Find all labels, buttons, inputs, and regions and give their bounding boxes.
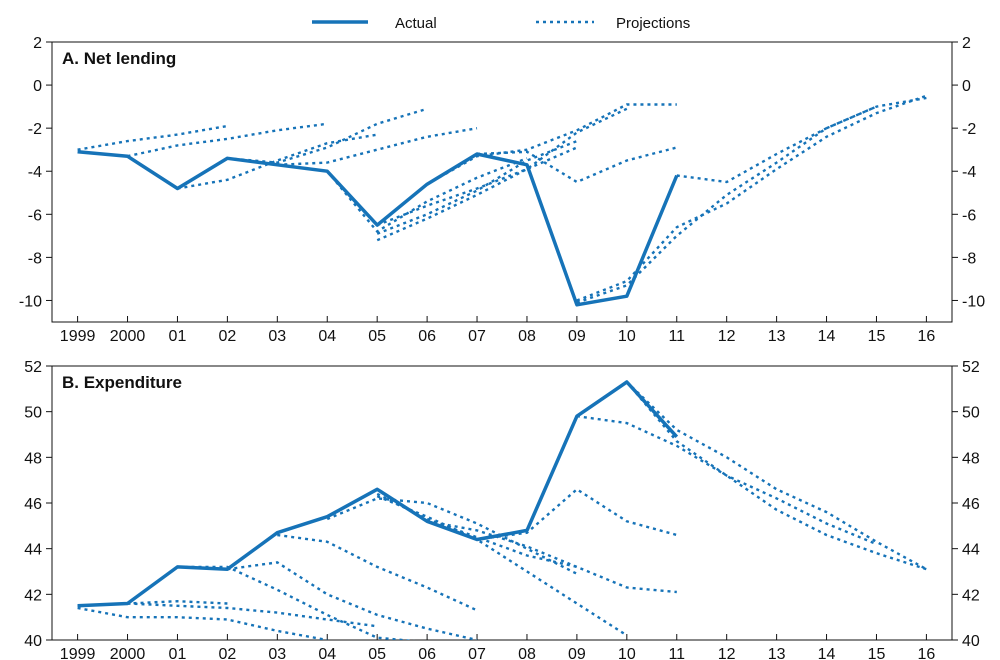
- panel-b-y-label-right-0: 52: [962, 359, 980, 376]
- panel-b-x-label-3: 02: [218, 646, 236, 660]
- panel-a-x-label-15: 14: [818, 328, 836, 345]
- panel-a-y-label-right-4: -6: [962, 207, 976, 224]
- panel-a-projection-line-6: [376, 146, 578, 227]
- panel-a-x-label-9: 08: [518, 328, 536, 345]
- panel-a-projection-line-7: [376, 139, 578, 235]
- panel-a: A. Net lending 2 2 0 0 -2 -2 -4 -4 -6 -6 -8 -8 -10 -1…: [19, 35, 985, 345]
- panel-a-projection-line-8: [376, 107, 628, 242]
- panel-b-x-label-7: 06: [418, 646, 436, 660]
- panel-a-x-label-14: 13: [768, 328, 786, 345]
- panel-a-frame: [51, 41, 953, 323]
- panel-b-x-label-16: 15: [868, 646, 886, 660]
- panel-b-y-label-right-4: 44: [962, 542, 980, 559]
- panel-b-y-label-left-1: 50: [24, 405, 42, 422]
- panel-a-y-label-right-6: -10: [962, 293, 985, 310]
- panel-a-y-label-right-1: 0: [962, 78, 971, 95]
- panel-b-x-label-10: 09: [568, 646, 586, 660]
- panel-a-x-label-11: 10: [618, 328, 636, 345]
- panel-a-x-label-7: 06: [418, 328, 436, 345]
- panel-a-y-label-left-1: 0: [33, 78, 42, 95]
- panel-a-y-label-left-3: -4: [28, 164, 42, 181]
- panel-b-projection-line-2: [77, 606, 328, 640]
- panel-b-x-label-12: 11: [668, 646, 685, 660]
- panel-b-projection-line-5: [277, 533, 478, 612]
- panel-a-x-label-6: 05: [368, 328, 386, 345]
- panel-b-y-label-left-5: 42: [24, 587, 42, 604]
- legend-actual-label: Actual: [395, 15, 437, 32]
- panel-a-x-label-1: 2000: [110, 328, 146, 345]
- panel-a-y-label-right-3: -4: [962, 164, 976, 181]
- panel-b-y-label-left-2: 48: [24, 450, 42, 467]
- panel-b-x-label-15: 14: [818, 646, 836, 660]
- panel-b-projection-line-6: [326, 497, 578, 575]
- panel-b-y-label-left-3: 46: [24, 496, 42, 513]
- panel-a-projection-line-0: [77, 124, 228, 151]
- panel-a-y-label-left-6: -10: [19, 293, 42, 310]
- panel-a-projection-line-5: [326, 157, 528, 234]
- panel-b-x-label-13: 12: [718, 646, 736, 660]
- panel-b-x-label-14: 13: [768, 646, 786, 660]
- panel-b-x-label-17: 16: [918, 646, 936, 660]
- panel-a-x-label-3: 02: [218, 328, 236, 345]
- legend: Actual Projections: [312, 15, 690, 32]
- panel-a-y-label-right-5: -8: [962, 250, 976, 267]
- panel-a-projection-line-3: [227, 107, 428, 164]
- panel-a-x-label-13: 12: [718, 328, 736, 345]
- panel-a-projection-line-11: [576, 105, 877, 304]
- panel-a-projection-line-12: [576, 94, 927, 302]
- panel-b: B. Expenditure 52 52 50 50 48 48 46 46 44 44 42 42 4…: [24, 359, 980, 660]
- legend-projections-label: Projections: [616, 15, 690, 32]
- panel-a-x-label-5: 04: [318, 328, 336, 345]
- panel-b-x-label-11: 10: [618, 646, 636, 660]
- panel-b-y-label-right-6: 40: [962, 633, 980, 650]
- panel-b-projection-line-9: [426, 520, 677, 594]
- panel-b-y-label-left-4: 44: [24, 542, 42, 559]
- panel-a-x-label-10: 09: [568, 328, 586, 345]
- panel-b-projection-line-13: [625, 381, 927, 571]
- panel-a-x-label-0: 1999: [60, 328, 96, 345]
- panel-b-y-label-right-2: 48: [962, 450, 980, 467]
- panel-a-actual-line: [77, 150, 679, 307]
- panel-b-y-label-right-3: 46: [962, 496, 980, 513]
- panel-b-projection-line-10: [476, 487, 678, 541]
- panel-b-x-label-2: 01: [169, 646, 187, 660]
- panel-a-x-label-2: 01: [169, 328, 187, 345]
- panel-a-y-label-right-2: -2: [962, 121, 976, 138]
- panel-b-projection-line-1: [127, 602, 378, 628]
- panel-b-x-label-1: 2000: [110, 646, 146, 660]
- panel-a-y-label-right-0: 2: [962, 35, 971, 52]
- panel-a-projection-line-13: [676, 96, 927, 184]
- panel-a-x-label-16: 15: [868, 328, 886, 345]
- panel-a-y-label-left-4: -6: [28, 207, 42, 224]
- panel-b-y-label-right-5: 42: [962, 587, 980, 604]
- panel-a-projection-line-1: [127, 122, 328, 158]
- panel-b-x-label-4: 03: [268, 646, 286, 660]
- panel-a-title: A. Net lending: [62, 49, 176, 68]
- panel-a-projection-line-10: [476, 146, 678, 184]
- panel-b-x-label-6: 05: [368, 646, 386, 660]
- panel-a-x-label-4: 03: [268, 328, 286, 345]
- panel-b-frame: [51, 365, 953, 641]
- panel-a-x-label-8: 07: [468, 328, 486, 345]
- panel-a-projection-line-9: [426, 103, 677, 186]
- panel-b-x-label-0: 1999: [60, 646, 96, 660]
- panel-a-x-label-17: 16: [918, 328, 936, 345]
- panel-a-y-label-left-0: 2: [33, 35, 42, 52]
- panel-b-y-label-right-1: 50: [962, 405, 980, 422]
- panel-b-x-label-8: 07: [468, 646, 486, 660]
- panel-b-y-label-left-0: 52: [24, 359, 42, 376]
- panel-a-projection-line-4: [277, 127, 478, 166]
- panel-b-x-label-9: 08: [518, 646, 536, 660]
- panel-a-y-label-left-5: -8: [28, 250, 42, 267]
- panel-b-actual-line: [77, 380, 679, 608]
- panel-a-y-label-left-2: -2: [28, 121, 42, 138]
- panel-b-y-label-left-6: 40: [24, 633, 42, 650]
- panel-b-projection-line-12: [625, 381, 927, 571]
- panel-b-title: B. Expenditure: [62, 373, 182, 392]
- panel-b-projection-line-8: [376, 495, 628, 637]
- panel-a-x-label-12: 11: [668, 328, 685, 345]
- panel-b-x-label-5: 04: [318, 646, 336, 660]
- panel-b-projection-line-11: [576, 415, 877, 546]
